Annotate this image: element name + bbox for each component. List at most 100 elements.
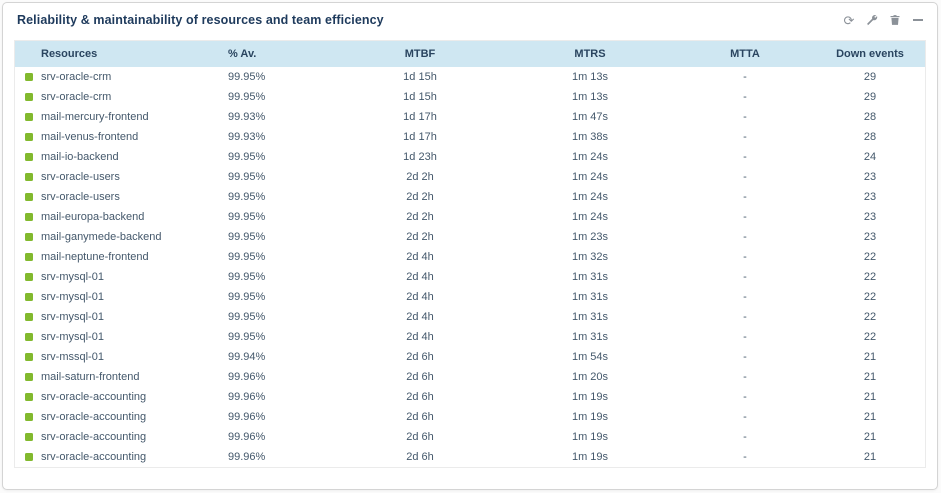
table-row: srv-oracle-accounting 99.96% 2d 6h 1m 19… — [15, 447, 925, 467]
resource-label[interactable]: srv-oracle-accounting — [41, 391, 147, 403]
resource-label[interactable]: srv-mysql-01 — [41, 271, 104, 283]
mtta-cell: - — [743, 71, 747, 83]
table-row: srv-oracle-crm 99.95% 1d 15h 1m 13s - 29 — [15, 67, 925, 87]
resource-cell: srv-mysql-01 — [15, 267, 205, 287]
table-row: mail-saturn-frontend 99.96% 2d 6h 1m 20s… — [15, 367, 925, 387]
down-events-cell: 22 — [863, 251, 877, 263]
resource-label[interactable]: srv-oracle-accounting — [41, 411, 147, 423]
status-icon — [25, 333, 33, 341]
resource-cell: srv-oracle-accounting — [15, 427, 205, 447]
mtta-cell: - — [743, 211, 747, 223]
resource-label[interactable]: mail-ganymede-backend — [41, 231, 162, 243]
column-header-mtta[interactable]: MTTA — [675, 41, 815, 67]
resource-cell: srv-mssql-01 — [15, 347, 205, 367]
mtrs-cell: 1m 19s — [571, 451, 609, 463]
resource-cell: srv-oracle-crm — [15, 67, 205, 87]
mtbf-cell: 2d 6h — [406, 391, 434, 403]
mtbf-cell: 2d 6h — [406, 431, 434, 443]
down-events-cell: 23 — [863, 191, 877, 203]
resource-label[interactable]: srv-oracle-accounting — [41, 431, 147, 443]
mtta-cell: - — [743, 171, 747, 183]
mtrs-cell: 1m 54s — [571, 351, 609, 363]
column-header-down-events[interactable]: Down events — [815, 41, 925, 67]
resource-label[interactable]: srv-oracle-accounting — [41, 451, 147, 463]
resource-label[interactable]: srv-mssql-01 — [41, 351, 104, 363]
resource-label[interactable]: srv-mysql-01 — [41, 311, 104, 323]
resource-label[interactable]: mail-io-backend — [41, 151, 119, 163]
resource-label[interactable]: mail-europa-backend — [41, 211, 145, 223]
down-events-cell: 22 — [863, 311, 877, 323]
resource-cell: mail-io-backend — [15, 147, 205, 167]
table-header-row: Resources % Av. MTBF MTRS MTTA Down even… — [15, 41, 925, 67]
availability-cell: 99.95% — [228, 191, 266, 203]
mtbf-cell: 1d 15h — [403, 91, 437, 103]
resource-cell: srv-mysql-01 — [15, 307, 205, 327]
mtta-cell: - — [743, 251, 747, 263]
resource-label[interactable]: mail-mercury-frontend — [41, 111, 149, 123]
table-row: srv-oracle-accounting 99.96% 2d 6h 1m 19… — [15, 407, 925, 427]
down-events-cell: 21 — [863, 371, 877, 383]
reliability-table-container: Resources % Av. MTBF MTRS MTTA Down even… — [14, 40, 926, 468]
wrench-icon[interactable] — [865, 13, 879, 27]
availability-cell: 99.94% — [228, 351, 266, 363]
column-header-resources[interactable]: Resources — [15, 41, 205, 67]
table-row: srv-oracle-accounting 99.96% 2d 6h 1m 19… — [15, 427, 925, 447]
refresh-icon[interactable]: ⟳ — [843, 12, 855, 28]
down-events-cell: 29 — [863, 91, 877, 103]
mtrs-cell: 1m 24s — [571, 171, 609, 183]
mtrs-cell: 1m 31s — [571, 271, 609, 283]
resource-cell: srv-oracle-accounting — [15, 447, 205, 467]
availability-cell: 99.95% — [228, 291, 266, 303]
mtrs-cell: 1m 19s — [571, 411, 609, 423]
resource-label[interactable]: srv-mysql-01 — [41, 331, 104, 343]
status-icon — [25, 213, 33, 221]
resource-label[interactable]: mail-saturn-frontend — [41, 371, 140, 383]
table-row: mail-ganymede-backend 99.95% 2d 2h 1m 23… — [15, 227, 925, 247]
availability-cell: 99.95% — [228, 271, 266, 283]
column-header-mtbf[interactable]: MTBF — [335, 41, 505, 67]
column-header-mtrs[interactable]: MTRS — [505, 41, 675, 67]
resource-label[interactable]: srv-oracle-users — [41, 191, 120, 203]
status-icon — [25, 353, 33, 361]
mtta-cell: - — [743, 91, 747, 103]
availability-cell: 99.96% — [228, 371, 266, 383]
resource-label[interactable]: srv-oracle-crm — [41, 91, 112, 103]
down-events-cell: 21 — [863, 411, 877, 423]
resource-label[interactable]: mail-venus-frontend — [41, 131, 139, 143]
resource-label[interactable]: srv-oracle-users — [41, 171, 120, 183]
column-header-availability[interactable]: % Av. — [205, 41, 335, 67]
availability-cell: 99.96% — [228, 431, 266, 443]
mtbf-cell: 1d 17h — [403, 111, 437, 123]
minimize-icon[interactable] — [911, 13, 925, 27]
mtta-cell: - — [743, 271, 747, 283]
resource-label[interactable]: srv-oracle-crm — [41, 71, 112, 83]
mtta-cell: - — [743, 191, 747, 203]
availability-cell: 99.95% — [228, 171, 266, 183]
resource-label[interactable]: mail-neptune-frontend — [41, 251, 149, 263]
table-row: mail-io-backend 99.95% 1d 23h 1m 24s - 2… — [15, 147, 925, 167]
mtrs-cell: 1m 20s — [571, 371, 609, 383]
status-icon — [25, 293, 33, 301]
table-row: srv-mysql-01 99.95% 2d 4h 1m 31s - 22 — [15, 287, 925, 307]
availability-cell: 99.93% — [228, 111, 266, 123]
table-row: srv-mysql-01 99.95% 2d 4h 1m 31s - 22 — [15, 327, 925, 347]
mtta-cell: - — [743, 291, 747, 303]
mtbf-cell: 1d 23h — [403, 151, 437, 163]
mtbf-cell: 2d 4h — [406, 331, 434, 343]
table-row: mail-neptune-frontend 99.95% 2d 4h 1m 32… — [15, 247, 925, 267]
mtrs-cell: 1m 19s — [571, 391, 609, 403]
down-events-cell: 21 — [863, 351, 877, 363]
widget-title-bar: Reliability & maintainability of resourc… — [3, 3, 937, 37]
trash-icon[interactable] — [888, 13, 902, 27]
mtrs-cell: 1m 24s — [571, 151, 609, 163]
mtta-cell: - — [743, 431, 747, 443]
widget-toolbar: ⟳ — [842, 13, 925, 27]
resource-cell: mail-venus-frontend — [15, 127, 205, 147]
resource-label[interactable]: srv-mysql-01 — [41, 291, 104, 303]
mtrs-cell: 1m 38s — [571, 131, 609, 143]
availability-cell: 99.95% — [228, 91, 266, 103]
status-icon — [25, 233, 33, 241]
mtbf-cell: 1d 15h — [403, 71, 437, 83]
table-row: srv-oracle-crm 99.95% 1d 15h 1m 13s - 29 — [15, 87, 925, 107]
availability-cell: 99.93% — [228, 131, 266, 143]
